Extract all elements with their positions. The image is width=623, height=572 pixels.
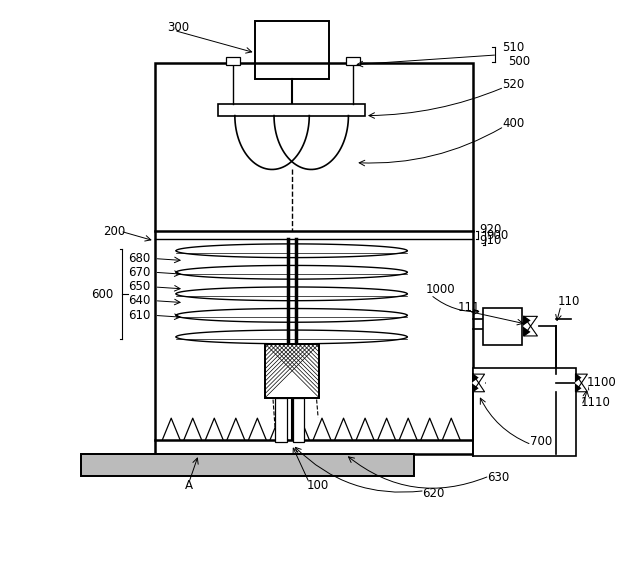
Polygon shape	[473, 374, 485, 392]
Text: 680: 680	[128, 252, 150, 265]
Bar	[81, 454, 414, 476]
Text: A: A	[185, 479, 193, 492]
Bar	[255, 21, 329, 80]
Text: 520: 520	[502, 78, 525, 91]
Text: 670: 670	[128, 266, 151, 279]
Bar	[218, 104, 365, 116]
Bar	[483, 308, 521, 345]
Text: 910: 910	[480, 235, 502, 248]
Text: 700: 700	[530, 435, 552, 448]
Bar	[81, 454, 414, 476]
Polygon shape	[473, 374, 485, 392]
Polygon shape	[576, 374, 587, 392]
Text: 1000: 1000	[426, 283, 455, 296]
Text: 200: 200	[103, 225, 125, 237]
Bar	[473, 368, 576, 456]
Bar	[265, 344, 319, 398]
Bar	[275, 398, 287, 442]
Text: 920: 920	[480, 223, 502, 236]
Bar	[293, 398, 305, 442]
Polygon shape	[524, 316, 538, 336]
Text: 620: 620	[422, 487, 444, 500]
Text: 100: 100	[307, 479, 328, 492]
Text: 610: 610	[128, 309, 151, 322]
Text: 1110: 1110	[581, 396, 611, 409]
Text: 510: 510	[502, 41, 525, 54]
Text: 300: 300	[168, 21, 189, 34]
Text: 630: 630	[487, 471, 510, 484]
Bar	[346, 57, 360, 65]
Bar	[265, 344, 319, 398]
Bar	[155, 63, 473, 454]
Text: 650: 650	[128, 280, 150, 293]
Text: 111: 111	[458, 301, 480, 314]
Bar	[226, 57, 240, 65]
Text: 500: 500	[508, 55, 530, 68]
Text: 600: 600	[91, 288, 113, 301]
Polygon shape	[524, 316, 538, 336]
Text: 1100: 1100	[586, 376, 616, 390]
Text: 640: 640	[128, 294, 151, 307]
Text: 110: 110	[558, 295, 581, 308]
Polygon shape	[576, 374, 587, 392]
Text: 900: 900	[487, 229, 509, 241]
Text: 400: 400	[502, 117, 525, 130]
